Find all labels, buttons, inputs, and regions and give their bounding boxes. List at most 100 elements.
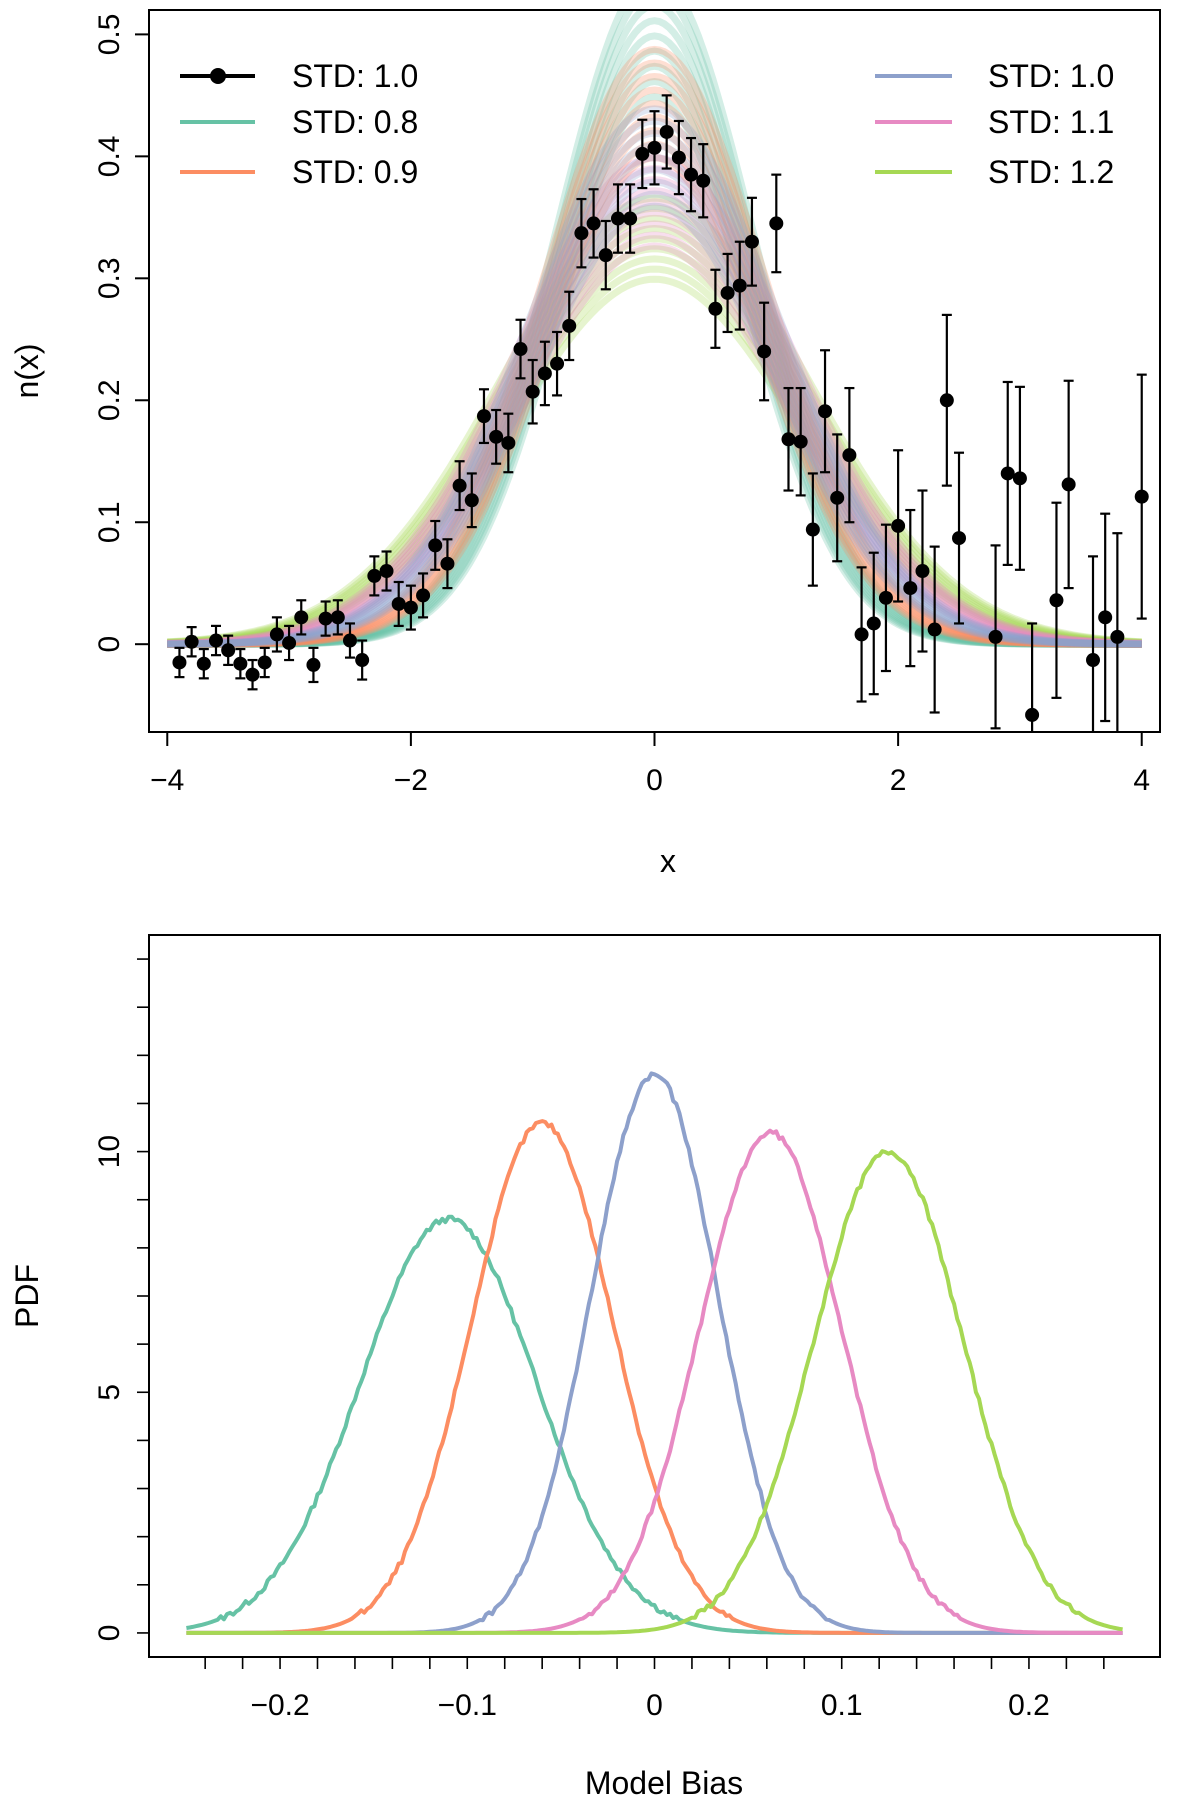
- data-point: [172, 646, 187, 679]
- data-marker: [416, 588, 431, 603]
- data-point: [416, 572, 431, 619]
- x-tick-label: −2: [394, 764, 428, 797]
- legend-label-std-1.0: STD: 1.0: [988, 58, 1114, 94]
- data-marker: [233, 656, 248, 671]
- data-point: [1061, 379, 1076, 590]
- y-tick-label: 0.4: [93, 135, 126, 177]
- model-line: [167, 105, 1142, 648]
- data-point: [1025, 622, 1040, 732]
- data-marker: [318, 611, 333, 626]
- model-line: [167, 32, 1142, 648]
- data-marker: [830, 490, 845, 505]
- top-y-axis: 0 0.1 0.2 0.3 0.4 0.5: [93, 14, 149, 653]
- data-point: [720, 252, 735, 334]
- data-point: [330, 599, 345, 636]
- data-marker: [793, 434, 808, 449]
- data-point: [647, 110, 662, 186]
- data-marker: [367, 568, 382, 583]
- data-point: [732, 240, 747, 331]
- pdf-curve-1.1: [186, 1128, 1123, 1635]
- data-point: [476, 388, 491, 445]
- data-marker: [537, 366, 552, 381]
- data-marker: [927, 622, 942, 637]
- data-point: [659, 94, 674, 170]
- data-point: [489, 408, 504, 465]
- y-tick-label: 0.3: [93, 257, 126, 299]
- data-marker: [647, 140, 662, 155]
- data-marker: [684, 167, 699, 182]
- data-point: [355, 639, 370, 681]
- pdf-curve-1.0: [186, 1071, 1123, 1635]
- data-marker: [781, 432, 796, 447]
- data-point: [610, 183, 625, 254]
- bottom-x-axis: −0.2 −0.1 0 0.1 0.2: [204, 1657, 1105, 1722]
- data-marker: [452, 478, 467, 493]
- data-marker: [939, 393, 954, 408]
- model-line: [167, 202, 1142, 648]
- data-marker: [1134, 489, 1149, 504]
- x-tick-label: −0.2: [250, 1689, 309, 1722]
- data-point: [878, 523, 893, 673]
- data-point: [952, 451, 967, 625]
- data-marker: [550, 356, 565, 371]
- legend-item-std-1.0: STD: 1.0: [875, 58, 1114, 94]
- data-marker: [257, 655, 272, 670]
- data-point: [1000, 380, 1015, 567]
- data-marker: [671, 150, 686, 165]
- data-point: [342, 622, 357, 659]
- data-marker: [379, 564, 394, 579]
- legend-left: STD: 1.0 STD: 0.8 STD: 0.9: [180, 58, 418, 190]
- data-marker: [1000, 466, 1015, 481]
- data-marker: [988, 629, 1003, 644]
- y-tick-label: 0.1: [93, 501, 126, 543]
- data-point: [367, 555, 382, 597]
- pdf-curve-1.2: [186, 1149, 1123, 1635]
- top-y-axis-title: n(x): [9, 343, 45, 398]
- data-marker: [878, 590, 893, 605]
- model-line: [167, 242, 1142, 648]
- data-point: [903, 508, 918, 668]
- data-point: [988, 544, 1003, 730]
- data-marker: [269, 627, 284, 642]
- data-point: [891, 449, 906, 603]
- data-marker: [294, 610, 309, 625]
- top-x-axis: −4 −2 0 2 4: [150, 731, 1150, 797]
- data-marker: [744, 234, 759, 249]
- data-marker: [1061, 477, 1076, 492]
- data-marker: [842, 448, 857, 463]
- legend-label-std-1.1: STD: 1.1: [988, 104, 1114, 140]
- x-tick-label: 0.1: [821, 1689, 863, 1722]
- data-point: [403, 584, 418, 631]
- data-point: [769, 173, 784, 274]
- data-marker: [306, 657, 321, 672]
- bottom-panel: −0.2 −0.1 0 0.1 0.2 0 5 10 Model Bias PDF: [9, 934, 1161, 1801]
- data-point: [708, 268, 723, 349]
- data-point: [598, 219, 613, 291]
- data-point: [866, 551, 881, 696]
- data-point: [744, 196, 759, 287]
- data-point: [562, 290, 577, 362]
- data-marker: [525, 384, 540, 399]
- data-point: [574, 197, 589, 269]
- data-marker: [1049, 593, 1064, 608]
- data-marker: [403, 600, 418, 615]
- model-line: [167, 204, 1142, 646]
- y-tick-label: 0.2: [93, 379, 126, 421]
- data-marker: [1025, 707, 1040, 722]
- data-marker: [854, 627, 869, 642]
- top-data-points: [172, 94, 1149, 732]
- legend-label-std-1.2: STD: 1.2: [988, 154, 1114, 190]
- pdf-curve-0.8: [186, 1214, 1123, 1635]
- data-point: [537, 340, 552, 407]
- data-marker: [757, 344, 772, 359]
- data-marker: [903, 581, 918, 596]
- data-marker: [720, 285, 735, 300]
- data-marker: [696, 173, 711, 188]
- data-point: [915, 489, 930, 653]
- y-tick-label: 5: [93, 1384, 126, 1401]
- data-marker: [245, 667, 260, 682]
- data-point: [269, 616, 284, 653]
- data-point: [318, 600, 333, 637]
- data-marker: [391, 596, 406, 611]
- data-point: [623, 183, 638, 254]
